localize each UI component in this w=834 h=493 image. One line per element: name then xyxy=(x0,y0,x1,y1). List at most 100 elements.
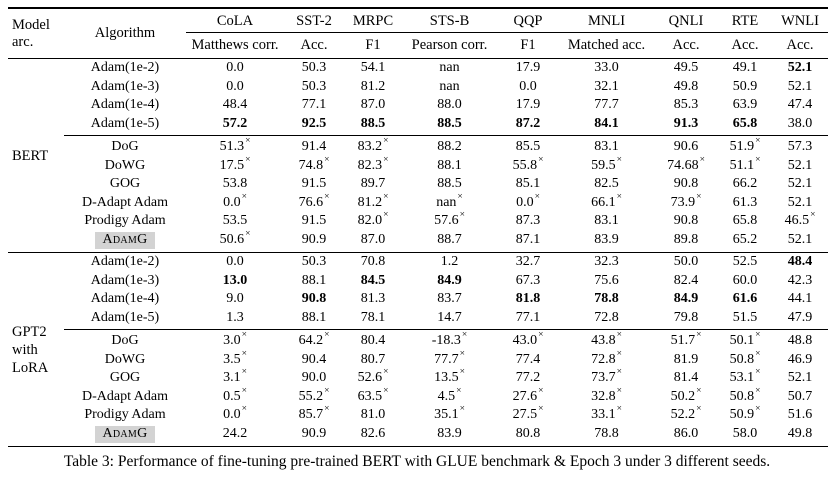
metric-value: 47.9 xyxy=(787,309,813,325)
fail-marker: × xyxy=(456,385,462,396)
column-header-task-mnli: MNLI xyxy=(559,8,654,33)
fail-marker: × xyxy=(696,330,702,341)
metric-value: 55.2× xyxy=(298,385,330,404)
metric-value: 91.4 xyxy=(284,135,344,157)
metric-value: 81.3 xyxy=(360,291,386,306)
results-table: Model arc. Algorithm CoLA SST-2 MRPC STS… xyxy=(8,7,828,447)
table-header: Model arc. Algorithm CoLA SST-2 MRPC STS… xyxy=(8,8,828,59)
metric-value: 32.7 xyxy=(515,254,541,269)
metric-value: 90.9 xyxy=(301,426,327,441)
fail-marker: × xyxy=(696,191,702,202)
fail-marker: × xyxy=(538,154,544,165)
algorithm-label: Prodigy Adam xyxy=(84,407,166,422)
fail-marker: × xyxy=(459,210,465,221)
metric-value: 49.1 xyxy=(732,60,758,75)
metric-value: 90.6 xyxy=(654,135,718,157)
metric-value: 88.5 xyxy=(360,115,386,131)
table-row: Adam(1e-4) 48.4 77.1 87.0 88.0 17.9 77.7 85.3 63… xyxy=(8,96,828,115)
metric-value: 85.7× xyxy=(298,404,330,422)
highlighted-algorithm-label: AdamG xyxy=(95,425,155,443)
column-header-metric-qqp: F1 xyxy=(520,37,536,53)
fail-marker: × xyxy=(241,191,247,202)
metric-value: 77.1 xyxy=(301,97,327,112)
fail-marker: × xyxy=(461,330,468,341)
metric-value: 24.2 xyxy=(222,426,248,441)
metric-value: 0.0 xyxy=(226,78,244,94)
metric-value: 88.5 xyxy=(437,115,462,131)
metric-value: 87.0 xyxy=(360,97,386,112)
metric-value: 84.5 xyxy=(360,272,386,288)
metric-value: 50.3 xyxy=(301,60,327,75)
metric-value: 88.1 xyxy=(437,157,462,173)
metric-value: 0.0× xyxy=(223,404,247,422)
fail-marker: × xyxy=(324,330,330,341)
metric-value: 57.3 xyxy=(772,135,828,157)
metric-value: 54.1 xyxy=(360,60,386,75)
metric-value: 33.1× xyxy=(591,404,622,422)
fail-marker: × xyxy=(245,136,251,147)
algorithm-label: Adam(1e-5) xyxy=(90,115,160,131)
table-row: Prodigy Adam 0.0× 85.7× 81.0 35.1× 27.5× 33.1×… xyxy=(8,404,828,425)
fail-marker: × xyxy=(383,154,389,165)
metric-value: nan× xyxy=(436,191,463,210)
fail-marker: × xyxy=(383,210,389,221)
algorithm-label: DoWG xyxy=(104,157,146,173)
fail-marker: × xyxy=(810,210,816,221)
metric-value: 53.1× xyxy=(729,367,761,385)
metric-value: nan xyxy=(439,78,460,94)
fail-marker: × xyxy=(755,348,761,359)
metric-value: 78.8 xyxy=(594,426,619,441)
algorithm-label: D-Adapt Adam xyxy=(82,388,168,404)
table-row: D-Adapt Adam 0.0× 76.6× 81.2× nan× 0.0× 66.1× 7… xyxy=(8,191,828,213)
highlighted-algorithm-label: AdamG xyxy=(95,231,155,249)
table-row: Adam(1e-3) 0.0 50.3 81.2 nan 0.0 32.1 49.8 50.9 5… xyxy=(8,78,828,97)
fail-marker: × xyxy=(616,154,622,165)
metric-value: 65.8 xyxy=(732,115,758,131)
fail-marker: × xyxy=(616,404,622,415)
metric-value: 9.0 xyxy=(226,291,244,306)
table-row: Prodigy Adam 53.5 91.5 82.0× 57.6× 87.3 83.1 90… xyxy=(8,210,828,231)
metric-value: 52.6× xyxy=(357,367,389,385)
metric-value: 57.6× xyxy=(434,210,465,228)
metric-value: 13.0 xyxy=(222,272,248,288)
metric-value: 17.9 xyxy=(515,97,541,112)
metric-value: 27.6× xyxy=(512,385,544,404)
metric-value: 84.9 xyxy=(437,272,462,288)
metric-value: 67.3 xyxy=(515,272,541,288)
metric-value: 77.1 xyxy=(515,309,541,325)
algorithm-label: DoWG xyxy=(104,351,146,367)
fail-marker: × xyxy=(755,404,761,415)
table-caption: Table 3: Performance of fine-tuning pre-… xyxy=(63,453,771,470)
metric-value: 0.0× xyxy=(516,191,540,210)
fail-marker: × xyxy=(241,385,247,396)
metric-value: 81.8 xyxy=(515,291,541,306)
fail-marker: × xyxy=(324,154,330,165)
metric-value: 52.1 xyxy=(787,176,813,191)
metric-value: 3.0× xyxy=(186,329,284,351)
section-gpt2-lora: GPT2 with LoRA Adam(1e-2) 0.0 50.3 70.8 1.2 32… xyxy=(8,253,828,447)
metric-header-row: Matthews corr. Acc. F1 Pearson corr. F1 … xyxy=(8,33,828,59)
table-row: AdamG 24.2 90.9 82.6 83.9 80.8 78.8 86.0 58.0 49.… xyxy=(8,425,828,447)
metric-value: 51.7× xyxy=(654,329,718,351)
metric-value: 81.2× xyxy=(357,191,389,210)
metric-value: 4.5× xyxy=(437,385,462,404)
metric-value: 92.5 xyxy=(301,115,327,131)
metric-value: -18.3× xyxy=(402,329,497,351)
metric-value: 32.8× xyxy=(591,385,622,404)
metric-value: 52.1 xyxy=(787,370,813,385)
metric-value: 90.8 xyxy=(301,291,327,306)
metric-value: 88.1 xyxy=(301,272,327,288)
metric-value: 17.9 xyxy=(515,60,541,75)
metric-value: 82.6 xyxy=(360,426,386,441)
metric-value: 87.1 xyxy=(515,232,541,247)
metric-value: 83.7 xyxy=(437,291,462,306)
table-row: D-Adapt Adam 0.5× 55.2× 63.5× 4.5× 27.6× 32.8×… xyxy=(8,385,828,407)
metric-value: 82.4 xyxy=(673,272,699,288)
metric-value: 88.0 xyxy=(437,97,462,112)
metric-value: 59.5× xyxy=(591,154,622,173)
metric-value: 88.7 xyxy=(437,232,462,247)
metric-value: 44.1 xyxy=(787,291,813,306)
column-header-metric-mnli: Matched acc. xyxy=(567,37,646,53)
column-header-metric-stsb: Pearson corr. xyxy=(411,37,488,53)
metric-value: 0.0 xyxy=(226,254,244,269)
